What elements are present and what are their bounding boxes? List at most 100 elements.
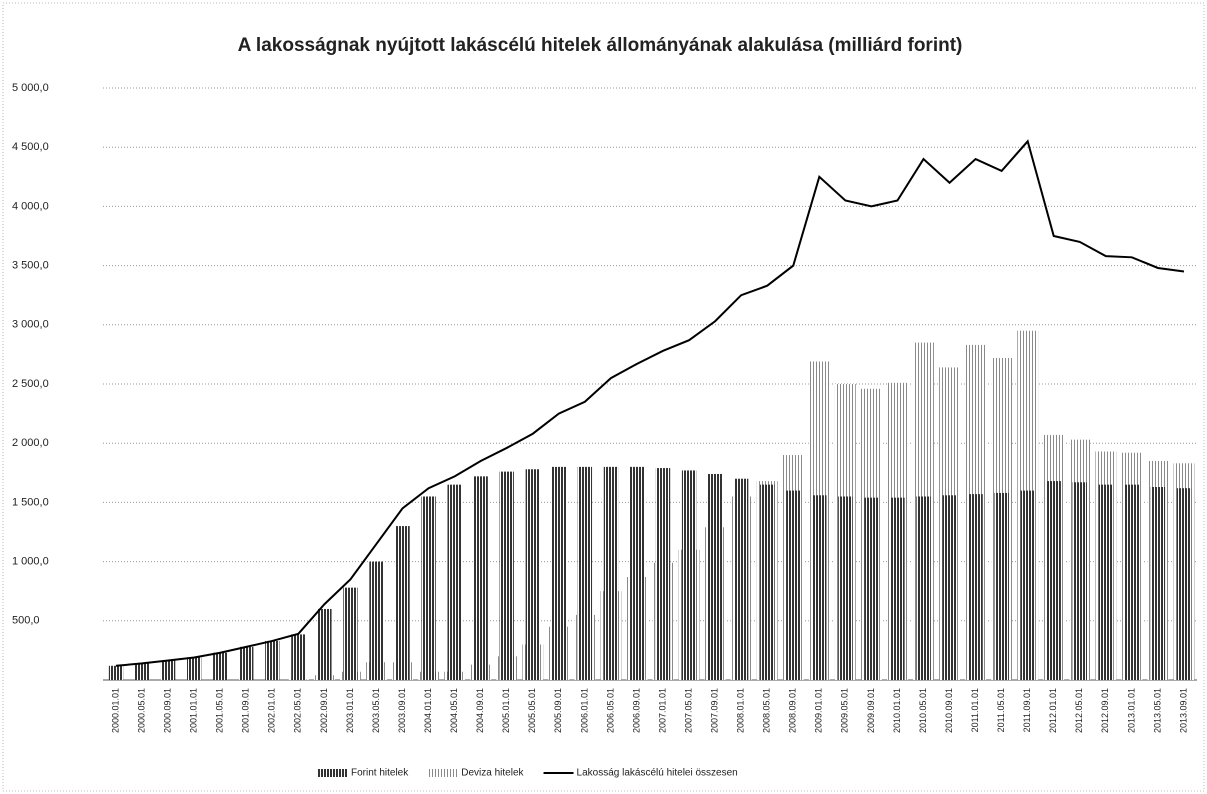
x-tick-label: 2008.05.01 [762,688,772,733]
x-tick-label: 2003.01.01 [345,688,355,733]
x-tick-label: 2003.05.01 [371,688,381,733]
bar [812,495,827,680]
bar [890,497,905,680]
line [115,139,1185,667]
legend-swatch [428,769,459,777]
bar [551,466,566,680]
y-tick-label: 2 000,0 [12,437,49,449]
bar [994,492,1009,680]
bar [239,646,254,680]
x-tick-label: 2006.01.01 [579,688,589,733]
x-tick-label: 2004.01.01 [423,688,433,733]
y-tick-label: 3 000,0 [12,319,49,331]
x-tick-label: 2001.05.01 [215,688,225,733]
x-tick-label: 2006.09.01 [631,688,641,733]
bar [395,526,410,680]
x-tick-label: 2002.05.01 [293,688,303,733]
bar [968,494,983,680]
x-tick-label: 2011.09.01 [1022,688,1032,732]
x-tick-label: 2004.05.01 [449,688,459,733]
bar [1124,484,1140,680]
x-tick-label: 2010.01.01 [892,688,902,733]
bar [734,478,749,680]
y-tick-label: 4 000,0 [12,200,49,212]
bar [1098,484,1113,680]
bar [134,663,150,680]
x-tick-label: 2004.09.01 [475,688,485,733]
x-tick-label: 2007.01.01 [657,688,667,733]
bar [838,496,853,680]
bar [187,657,202,680]
y-tick-label: 3 500,0 [12,260,49,272]
bar [760,484,775,680]
bar [577,466,593,680]
x-tick-label: 2011.05.01 [996,688,1006,732]
x-tick-label: 2010.05.01 [918,688,928,733]
bar [421,496,436,680]
chart-title: A lakosságnak nyújtott lakáscélú hitelek… [238,35,963,56]
bar [213,652,228,680]
x-tick-label: 2013.05.01 [1152,688,1162,733]
bar [681,470,697,680]
x-tick-label: 2001.09.01 [241,688,251,733]
bar [525,469,540,680]
x-tick-label: 2012.05.01 [1074,688,1084,733]
bar [786,490,801,680]
x-tick-label: 2010.09.01 [944,688,954,733]
bar [707,473,723,680]
bar [916,496,931,680]
x-tick-label: 2012.01.01 [1048,688,1058,733]
legend-swatch [318,769,348,777]
x-tick-label: 2001.01.01 [189,688,199,733]
bar [499,471,514,680]
bar [108,665,124,680]
x-tick-label: 2002.01.01 [267,688,277,733]
x-tick-label: 2000.01.01 [110,688,120,733]
bar [603,466,619,680]
bar [1072,482,1087,680]
x-tick-label: 2003.09.01 [397,688,407,733]
x-tick-label: 2012.09.01 [1100,688,1110,733]
bar [291,634,306,680]
x-tick-label: 2008.09.01 [788,688,798,733]
x-tick-label: 2000.09.01 [162,688,172,733]
x-tick-label: 2009.05.01 [840,688,850,733]
y-tick-label: 2 500,0 [12,378,49,390]
y-tick-label: 5 000,0 [12,82,49,94]
x-tick-label: 2007.09.01 [709,688,719,733]
bar [655,468,671,680]
legend-label: Lakosság lakáscélú hitelei összesen [577,768,738,779]
x-tick-label: 2005.05.01 [527,688,537,733]
bar [447,484,462,680]
y-tick-label: 1 000,0 [12,556,49,568]
x-tick-label: 2000.05.01 [136,688,146,733]
x-tick-label: 2005.01.01 [501,688,511,733]
x-tick-label: 2007.05.01 [683,688,693,733]
bar [369,561,384,680]
x-tick-label: 2008.01.01 [736,688,746,733]
legend-label: Forint hitelek [351,768,409,779]
bar [265,640,280,680]
bar [317,608,332,680]
x-tick-label: 2013.09.01 [1178,688,1188,733]
x-tick-label: 2011.01.01 [970,688,980,732]
bar [160,660,176,680]
bar [629,466,645,680]
bar [473,476,488,680]
y-tick-label: 1 500,0 [12,496,49,508]
y-tick-label: 4 500,0 [12,141,49,153]
bar [1020,490,1035,680]
bar [942,495,957,680]
y-tick-label: 500,0 [12,615,40,627]
x-tick-label: 2002.09.01 [319,688,329,733]
x-tick-label: 2005.09.01 [553,688,563,733]
bar [1046,481,1061,680]
bar [864,497,879,680]
bar [343,587,358,680]
x-tick-label: 2013.01.01 [1126,688,1136,733]
x-tick-label: 2006.05.01 [605,688,615,733]
x-tick-label: 2009.01.01 [814,688,824,733]
legend-label: Deviza hitelek [461,768,524,779]
